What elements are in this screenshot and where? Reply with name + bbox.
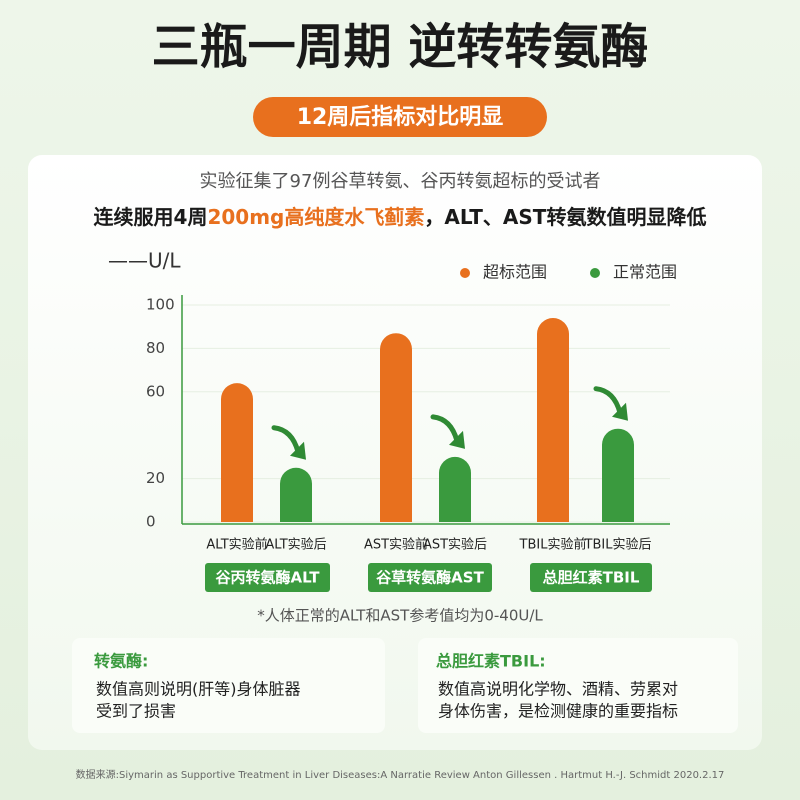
note: *人体正常的ALT和AST参考值均为0-40U/L (257, 607, 543, 625)
bar (380, 333, 412, 522)
title: 三瓶一周期 逆转转氨酶 (152, 19, 649, 75)
group-label: 总胆红素TBIL (543, 569, 640, 587)
intro-part: ，ALT、AST转氨数值明显降低 (424, 205, 706, 229)
legend-swatch (460, 268, 470, 278)
badge: 12周后指标对比明显 (297, 104, 504, 130)
legend-label: 超标范围 (483, 263, 547, 282)
bar (439, 456, 471, 522)
group-label: 谷草转氨酶AST (376, 569, 484, 587)
y-tick-label: 0 (146, 513, 156, 531)
y-axis-label: ——U/L (108, 249, 181, 273)
info-title: 转氨酶: (94, 652, 148, 671)
intro-part: 连续服用4周 (94, 205, 208, 229)
trend-arrowhead (290, 441, 306, 460)
x-tick-label: AST实验后 (423, 537, 487, 553)
y-tick-label: 80 (146, 339, 165, 357)
info-text: 身体伤害，是检测健康的重要指标 (438, 702, 678, 721)
x-tick-label: TBIL实验前 (519, 537, 587, 553)
legend-label: 正常范围 (613, 263, 677, 282)
info-card (418, 638, 738, 733)
intro-highlight: 200mg高纯度水飞蓟素 (207, 205, 424, 229)
bar (280, 467, 312, 522)
group-label: 谷丙转氨酶ALT (216, 569, 321, 587)
x-tick-label: AST实验前 (364, 537, 428, 553)
bar (602, 428, 634, 522)
trend-arrow (430, 414, 460, 444)
trend-arrow (271, 425, 301, 455)
info-text: 数值高则说明(肝等)身体脏器 (96, 680, 301, 699)
info-title: 总胆红素TBIL: (436, 652, 546, 671)
bar (537, 318, 569, 522)
x-tick-label: TBIL实验后 (584, 537, 652, 553)
source: 数据来源:Siymarin as Supportive Treatment in… (76, 768, 725, 781)
info-text: 受到了损害 (96, 702, 176, 721)
legend-swatch (590, 268, 600, 278)
trend-arrow (593, 386, 623, 416)
badge-bg (253, 97, 547, 137)
group-label-bg (530, 563, 652, 592)
x-tick-label: ALT实验前 (206, 537, 267, 553)
x-tick-label: ALT实验后 (265, 537, 326, 553)
y-tick-label: 100 (146, 296, 175, 314)
intro-line: 连续服用4周200mg高纯度水飞蓟素，ALT、AST转氨数值明显降低 (94, 205, 707, 229)
group-label-bg (368, 563, 492, 592)
group-label-bg (205, 563, 330, 592)
bar (221, 383, 253, 522)
trend-arrowhead (612, 402, 628, 421)
trend-arrowhead (449, 430, 465, 449)
info-text: 数值高说明化学物、酒精、劳累对 (438, 680, 678, 699)
intro-line: 实验征集了97例谷草转氨、谷丙转氨超标的受试者 (200, 171, 601, 192)
y-tick-label: 20 (146, 469, 165, 487)
info-card (72, 638, 385, 733)
y-tick-label: 60 (146, 382, 165, 400)
